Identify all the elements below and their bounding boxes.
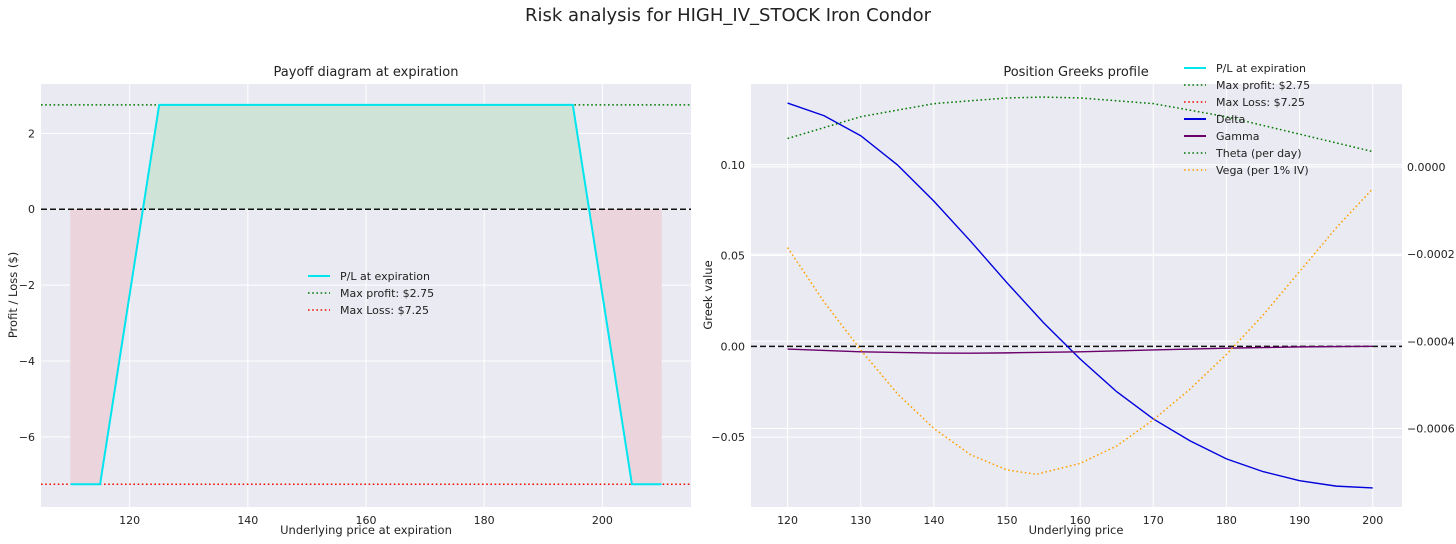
greeks-y-tick-label: 0.10 [721, 159, 746, 172]
payoff-y-tick-label: −6 [19, 431, 35, 444]
greeks-x-tick-label: 150 [997, 514, 1018, 527]
greeks-x-axis-label: Underlying price [1029, 523, 1124, 537]
payoff-x-tick-label: 140 [237, 514, 258, 527]
payoff-chart-title: Payoff diagram at expiration [274, 65, 459, 80]
payoff-lines [41, 103, 691, 486]
greeks-x-tick-label: 190 [1289, 514, 1310, 527]
greeks-y-tick-label: 0.05 [721, 250, 746, 263]
greeks-x-tick-label: 180 [1216, 514, 1237, 527]
legend-label-p-l-at-expiration: P/L at expiration [340, 270, 430, 283]
vega-per-1-iv-line [786, 188, 1374, 476]
payoff-ticks: 120 140 160 180 200 2 0 −2 −4 −6 [19, 127, 613, 527]
figure-title: Risk analysis for HIGH_IV_STOCK Iron Con… [525, 5, 932, 26]
payoff-x-tick-label: 200 [592, 514, 613, 527]
greeks-y-tick-label: −0.05 [711, 431, 745, 444]
greeks-x-tick-label: 140 [923, 514, 944, 527]
greeks-grid [751, 84, 1402, 507]
greeks-legend-label-vega-per-1-iv: Vega (per 1% IV) [1216, 164, 1309, 177]
greeks-ticks: 120 130 140 150 160 170 180 190 200 0.10 0.05 0.00 −… [711, 159, 1454, 527]
greeks-panel: 120 130 140 150 160 170 180 190 200 0.10 0.05 0.00 −… [701, 62, 1455, 537]
profit-region [142, 104, 590, 210]
legend-label-max-loss-7-25: Max Loss: $7.25 [340, 304, 429, 317]
legend-label-max-profit-2-75: Max profit: $2.75 [340, 287, 434, 300]
greeks-x-tick-label: 170 [1143, 514, 1164, 527]
payoff-shaded-areas [70, 104, 662, 485]
greeks-legend-label-max-loss-7-25: Max Loss: $7.25 [1216, 96, 1305, 109]
payoff-legend: P/L at expiration Max profit: $2.75 Max Lo… [308, 270, 434, 317]
greeks-legend-label-p-l-at-expiration: P/L at expiration [1216, 62, 1306, 75]
greeks-legend-label-delta: Delta [1216, 113, 1245, 126]
pl-at-expiration-line [70, 103, 662, 486]
greeks-legend-label-gamma: Gamma [1216, 130, 1259, 143]
greeks-x-tick-label: 120 [777, 514, 798, 527]
greeks-x-tick-label: 160 [1070, 514, 1091, 527]
greeks-y2-tick-label: −0.0006 [1407, 423, 1455, 436]
payoff-x-axis-label: Underlying price at expiration [280, 523, 452, 537]
greeks-y-tick-label: 0.00 [721, 340, 746, 353]
payoff-x-tick-label: 160 [356, 514, 377, 527]
greeks-y2-tick-label: −0.0004 [1407, 335, 1455, 348]
greeks-legend-label-max-profit-2-75: Max profit: $2.75 [1216, 79, 1310, 92]
greeks-y-axis-label: Greek value [701, 260, 715, 329]
payoff-y-axis-label: Profit / Loss ($) [6, 252, 20, 338]
payoff-panel: 120 140 160 180 200 2 0 −2 −4 −6 Payoff diagram a… [6, 65, 691, 537]
delta-line [787, 102, 1373, 489]
payoff-y-tick-label: 0 [28, 203, 35, 216]
greeks-lines [751, 96, 1402, 489]
greeks-x-tick-label: 200 [1362, 514, 1383, 527]
payoff-x-tick-label: 180 [474, 514, 495, 527]
greeks-legend-label-theta-per-day: Theta (per day) [1215, 147, 1302, 160]
payoff-x-tick-label: 120 [119, 514, 140, 527]
theta-per-day-line [787, 96, 1373, 153]
payoff-y-tick-label: 2 [28, 127, 35, 140]
greeks-x-tick-label: 130 [850, 514, 871, 527]
greeks-plot-area [751, 84, 1402, 507]
gamma-line [787, 345, 1373, 354]
greeks-y2-tick-label: −0.0002 [1407, 248, 1455, 261]
greeks-chart-title: Position Greeks profile [1003, 65, 1148, 80]
payoff-y-tick-label: −2 [19, 279, 35, 292]
payoff-y-tick-label: −4 [19, 355, 35, 368]
greeks-y2-tick-label: 0.0000 [1407, 161, 1446, 174]
greeks-legend: P/L at expiration Max profit: $2.75 Max Lo… [1184, 62, 1310, 177]
